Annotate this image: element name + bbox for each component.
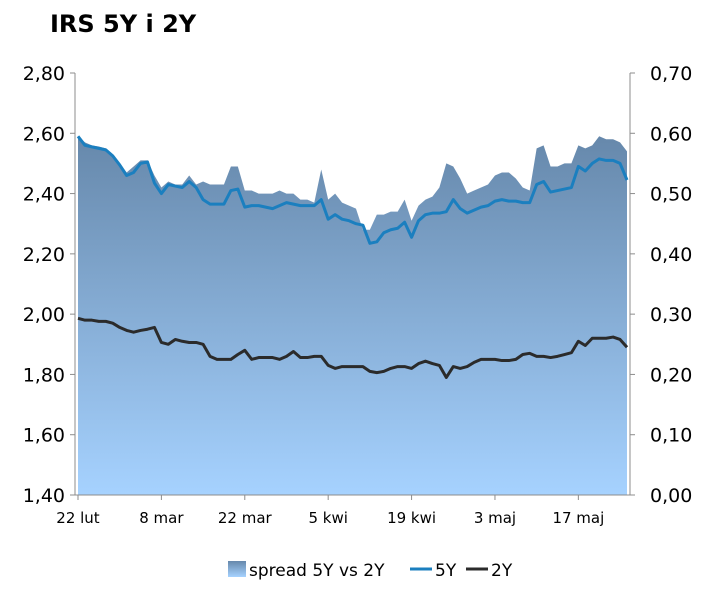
x-tick-label: 17 maj — [552, 509, 604, 527]
spread-area — [78, 136, 627, 496]
left-tick-label: 1,80 — [23, 364, 65, 386]
right-tick-label: 0,30 — [650, 304, 692, 326]
series-5y-line — [76, 135, 629, 245]
right-tick-label: 0,10 — [650, 425, 692, 447]
x-tick-label: 8 mar — [139, 509, 184, 527]
right-tick-label: 0,50 — [650, 184, 692, 206]
x-tick-label: 22 lut — [56, 509, 100, 527]
x-tick-label: 5 kwi — [308, 509, 347, 527]
x-tick-label: 19 kwi — [387, 509, 436, 527]
right-tick-label: 0,40 — [650, 244, 692, 266]
x-tick-label: 22 mar — [218, 509, 273, 527]
right-tick-label: 0,70 — [650, 63, 692, 85]
legend-swatch-spread — [228, 561, 246, 577]
left-tick-label: 1,60 — [23, 425, 65, 447]
right-tick-label: 0,00 — [650, 485, 692, 507]
left-tick-label: 2,80 — [23, 63, 65, 85]
legend-label-5y: 5Y — [435, 561, 457, 581]
chart-title: IRS 5Y i 2Y — [50, 10, 197, 38]
left-tick-label: 1,40 — [23, 485, 65, 507]
right-tick-label: 0,60 — [650, 123, 692, 145]
left-tick-label: 2,60 — [23, 123, 65, 145]
legend-label-spread: spread 5Y vs 2Y — [249, 561, 385, 581]
left-tick-label: 2,40 — [23, 184, 65, 206]
x-tick-label: 3 maj — [474, 509, 516, 527]
series-2y-line — [77, 316, 629, 379]
right-tick-label: 0,20 — [650, 364, 692, 386]
legend-label-2y: 2Y — [491, 561, 513, 581]
left-tick-label: 2,20 — [23, 244, 65, 266]
left-tick-label: 2,00 — [23, 304, 65, 326]
